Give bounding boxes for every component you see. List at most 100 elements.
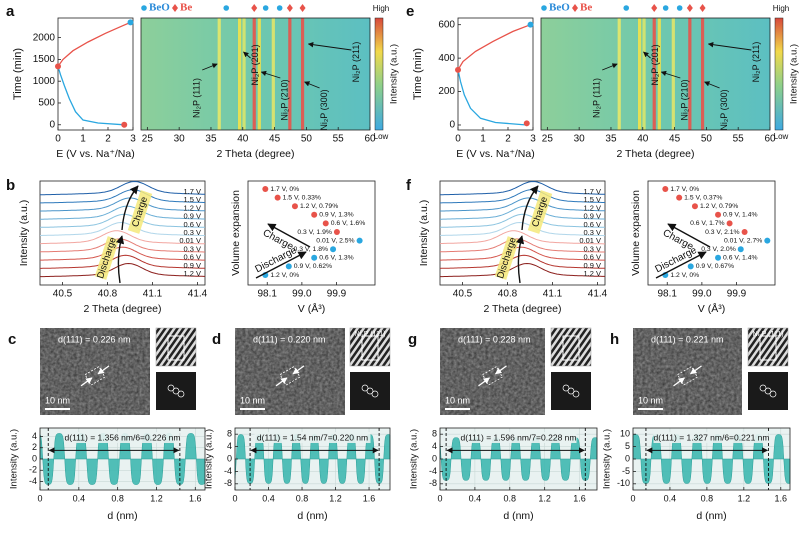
scatter-point <box>764 237 771 244</box>
point-label: 0.6 V, 1.3% <box>319 255 354 262</box>
fft-spot <box>167 384 175 392</box>
x-tick-label: 55 <box>733 134 745 145</box>
y-axis-label: Time (min) <box>12 48 24 100</box>
scale-bar-label: 10 nm <box>445 395 470 405</box>
x-tick-label: 41.4 <box>588 289 608 300</box>
spectrum-label: 0.3 V <box>183 228 201 237</box>
point-label: 0.01 V, 2.7% <box>724 237 762 244</box>
charge-arrow <box>667 223 711 248</box>
marker-point <box>523 120 530 127</box>
profile-annotation: d(111) = 1.54 nm/7=0.220 nm <box>257 432 368 442</box>
spectrum <box>40 180 206 196</box>
image-label: d(111) = 0.220 nm <box>253 334 325 344</box>
spectrum <box>440 213 605 228</box>
fft-spot <box>172 387 180 395</box>
peak-arrow <box>704 81 720 89</box>
axes-frame <box>540 17 771 131</box>
scatter-point <box>662 186 669 192</box>
y-tick-label: 5 <box>625 441 630 451</box>
x-axis-label: 2 Theta (degree) <box>83 303 161 315</box>
heatmap-stripe <box>252 18 256 130</box>
y-axis-label: Intensity (a.u.) <box>418 200 430 267</box>
fft-inset <box>350 372 390 410</box>
y-tick-label: 8 <box>227 429 232 439</box>
beo-peak-marker <box>662 5 669 11</box>
lattice-box <box>361 335 379 361</box>
x-tick-label: 1 <box>480 134 486 145</box>
fft-spot <box>764 387 772 395</box>
scatter-point <box>330 246 337 253</box>
spectrum <box>39 213 205 228</box>
image-label: d(111) = 0.226 nm <box>58 334 130 344</box>
x-tick-label: 1.2 <box>738 493 751 503</box>
scatter-point <box>274 194 281 201</box>
point-label: 1.5 V, 0.37% <box>684 194 722 201</box>
fft-spot <box>769 390 777 398</box>
beo-peak-marker <box>262 5 269 11</box>
point-label: 0.9 V, 0.62% <box>294 263 332 270</box>
be-peak-marker <box>286 4 293 12</box>
spectrum-label: 0.9 V <box>583 261 601 270</box>
annotation-highlight <box>94 236 120 280</box>
beo-peak-marker <box>276 5 283 11</box>
image-label: d(111) = 0.221 nm <box>651 334 723 344</box>
point-label: 1.2 V, 0.79% <box>700 203 738 210</box>
spectrum-label: 0.3 V <box>583 244 601 253</box>
legend-be: Be <box>180 2 192 14</box>
fft-inset <box>156 372 196 410</box>
fft-spot <box>366 387 374 395</box>
spectrum <box>440 262 605 278</box>
fft-inset <box>551 372 591 410</box>
x-tick-label: 50 <box>701 134 713 145</box>
fft-spot <box>759 384 767 392</box>
legend-beo: BeO <box>549 2 570 14</box>
colorbar-low: Low <box>374 132 389 141</box>
legend-be-marker <box>572 4 578 12</box>
scatter-point <box>291 203 298 210</box>
point-label: 0.3 V, 1.8% <box>294 246 329 253</box>
y-tick-label: 0 <box>432 453 437 463</box>
x-axis-label: d (nm) <box>696 510 726 522</box>
point-label: 0.9 V, 0.67% <box>696 263 734 270</box>
x-tick-label: 0 <box>37 493 42 503</box>
inset-label: Ni₂P (111) <box>752 331 783 338</box>
heatmap-stripe <box>700 18 705 130</box>
peak-label: Ni₂P (211) <box>351 42 361 83</box>
peak-label: Ni₂P (210) <box>280 79 290 120</box>
spectrum <box>39 197 206 212</box>
inset-label: Ni₂P (111) <box>354 331 385 338</box>
x-tick-label: 2 <box>105 134 111 145</box>
colorbar-low: Low <box>774 132 789 141</box>
spectrum <box>40 254 206 269</box>
panel-letter: g <box>408 331 417 348</box>
x-tick-label: 99.9 <box>327 289 347 300</box>
colorbar <box>374 17 384 131</box>
spectrum <box>439 254 605 269</box>
point-label: 1.2 V, 0.79% <box>300 203 338 210</box>
panel-letter: d <box>212 331 221 348</box>
x-tick-label: 1.6 <box>775 493 788 503</box>
discharge-text: Discharge <box>254 245 299 275</box>
be-peak-marker <box>686 4 693 12</box>
charge-curve <box>457 24 531 71</box>
hrtem-texture <box>235 328 345 415</box>
beo-peak-marker <box>623 5 630 11</box>
discharge-curve <box>57 66 125 126</box>
lattice-box <box>562 335 580 361</box>
spectrum <box>440 246 606 261</box>
axes-frame <box>39 180 206 286</box>
peak-arrow <box>602 63 618 71</box>
y-tick-label: 2 <box>32 442 37 452</box>
x-tick-label: 0 <box>455 134 461 145</box>
x-tick-label: 1.2 <box>150 493 163 503</box>
scale-bar-label: 10 nm <box>638 395 663 405</box>
colorbar-label: Intensity (a.u.) <box>389 44 400 104</box>
y-tick-label: -4 <box>29 476 37 486</box>
x-tick-label: 50 <box>301 134 313 145</box>
y-tick-label: 500 <box>38 98 55 109</box>
x-tick-label: 2 <box>505 134 511 145</box>
x-tick-label: 40.8 <box>498 289 518 300</box>
lattice-box <box>167 335 185 361</box>
heatmap-stripe <box>688 18 692 130</box>
colorbar <box>774 17 784 131</box>
